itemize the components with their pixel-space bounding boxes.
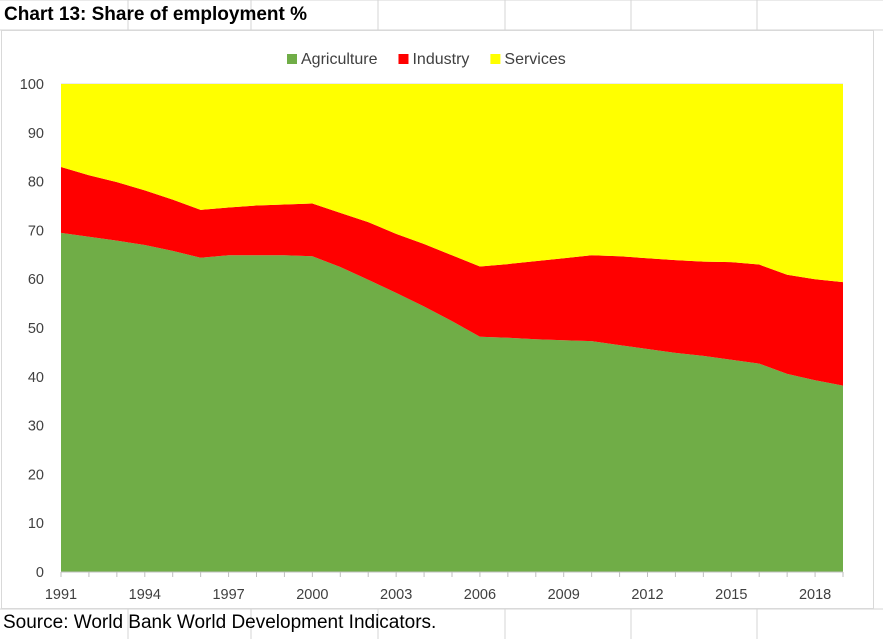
legend-label: Industry (412, 51, 469, 68)
area-industry (61, 166, 843, 386)
x-tick-label: 2009 (548, 587, 580, 603)
y-tick-label: 50 (28, 321, 44, 337)
y-tick-label: 60 (28, 272, 44, 288)
legend-swatch (287, 54, 297, 64)
chart-title: Chart 13: Share of employment % (4, 4, 308, 25)
legend-label: Agriculture (301, 51, 378, 68)
y-tick-label: 80 (28, 175, 44, 191)
source-note: Source: World Bank World Development Ind… (3, 612, 437, 633)
legend-item-agriculture: Agriculture (287, 51, 378, 68)
y-tick-label: 20 (28, 467, 44, 483)
x-tick-label: 2003 (380, 587, 412, 603)
area-series (61, 84, 843, 572)
y-tick-label: 70 (28, 223, 44, 239)
x-tick-label: 2012 (631, 587, 663, 603)
legend: Agriculture Industry Services (287, 51, 566, 68)
y-tick-label: 10 (28, 516, 44, 532)
y-tick-label: 90 (28, 126, 44, 142)
legend-label: Services (504, 51, 565, 68)
legend-item-industry: Industry (398, 51, 469, 68)
y-tick-label: 30 (28, 419, 44, 435)
x-tick-label: 1994 (129, 587, 161, 603)
x-tick-label: 2015 (715, 587, 747, 603)
x-tick-label: 1997 (212, 587, 244, 603)
y-tick-label: 0 (36, 565, 44, 581)
y-tick-label: 40 (28, 370, 44, 386)
legend-item-services: Services (490, 51, 566, 68)
area-services (61, 84, 843, 283)
y-tick-label: 100 (20, 77, 44, 93)
legend-swatch (398, 54, 409, 64)
area-agriculture (61, 232, 843, 572)
x-tick-label: 2018 (799, 587, 831, 603)
axes: 0 10 20 30 40 50 60 70 80 90 100 1991 1994 1997 2000 20… (20, 77, 844, 603)
legend-swatch (490, 54, 501, 64)
x-tick-label: 2000 (296, 587, 328, 603)
x-tick-label: 2006 (464, 587, 496, 603)
x-tick-label: 1991 (45, 587, 77, 603)
